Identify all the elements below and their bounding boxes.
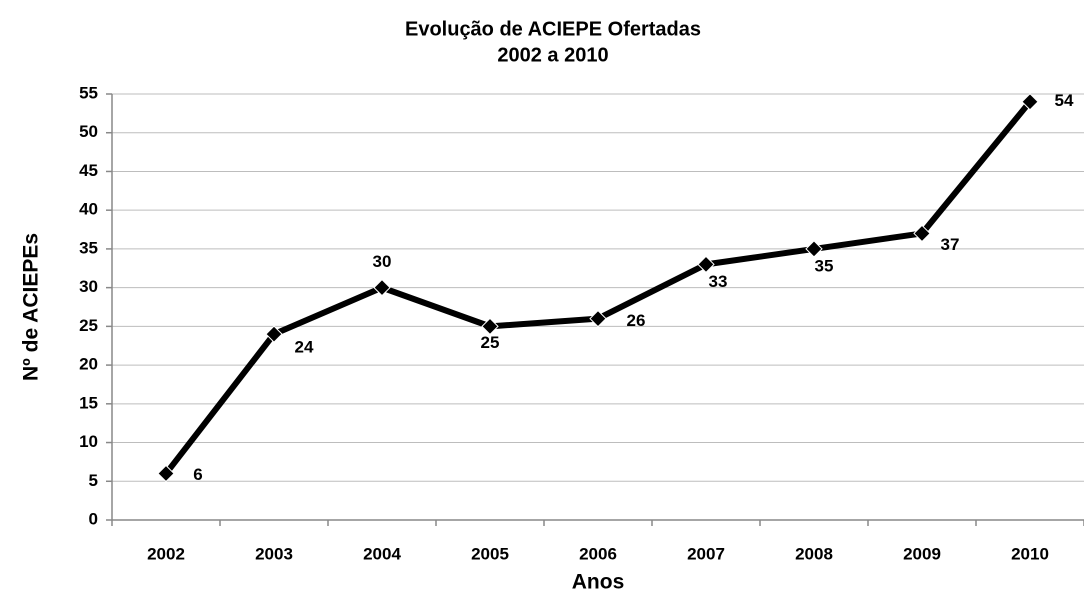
x-tick-label: 2010 (1011, 544, 1049, 563)
chart-title: Evolução de ACIEPE Ofertadas (405, 18, 701, 40)
data-label: 37 (941, 235, 960, 254)
data-label: 35 (815, 256, 834, 275)
marker (265, 325, 283, 343)
marker (481, 317, 499, 336)
y-tick-label: 45 (79, 161, 98, 180)
x-axis-label: Anos (572, 571, 625, 594)
marker (373, 278, 391, 297)
y-tick-label: 20 (79, 355, 98, 374)
marker (157, 464, 175, 483)
x-tick-label: 2009 (903, 544, 941, 563)
x-tick-label: 2004 (363, 544, 401, 563)
data-label: 33 (709, 272, 728, 291)
marker (913, 224, 931, 243)
y-tick-label: 5 (89, 471, 98, 490)
y-tick-label: 50 (79, 122, 98, 141)
marker (589, 309, 607, 328)
data-label: 24 (295, 338, 314, 357)
y-tick-label: 40 (79, 200, 98, 219)
data-label: 30 (373, 252, 392, 271)
y-tick-label: 15 (79, 393, 98, 412)
data-label: 26 (627, 311, 646, 330)
y-axis-label: Nº de ACIEPEs (20, 233, 43, 381)
y-tick-label: 10 (79, 432, 98, 451)
chart-subtitle: 2002 a 2010 (497, 44, 608, 66)
x-tick-label: 2007 (687, 544, 725, 563)
marker (805, 240, 823, 258)
data-label: 25 (481, 333, 500, 352)
y-tick-label: 55 (79, 83, 98, 102)
x-tick-label: 2006 (579, 544, 617, 563)
x-tick-label: 2005 (471, 544, 509, 563)
y-tick-label: 0 (89, 509, 98, 528)
x-tick-label: 2002 (147, 544, 185, 563)
y-tick-label: 30 (79, 277, 98, 296)
data-label: 54 (1055, 91, 1074, 110)
y-tick-label: 35 (79, 238, 98, 257)
marker (697, 255, 715, 274)
x-tick-label: 2008 (795, 544, 833, 563)
x-tick-label: 2003 (255, 544, 293, 563)
data-label: 6 (193, 465, 202, 484)
marker (1021, 93, 1039, 111)
y-tick-label: 25 (79, 316, 98, 335)
